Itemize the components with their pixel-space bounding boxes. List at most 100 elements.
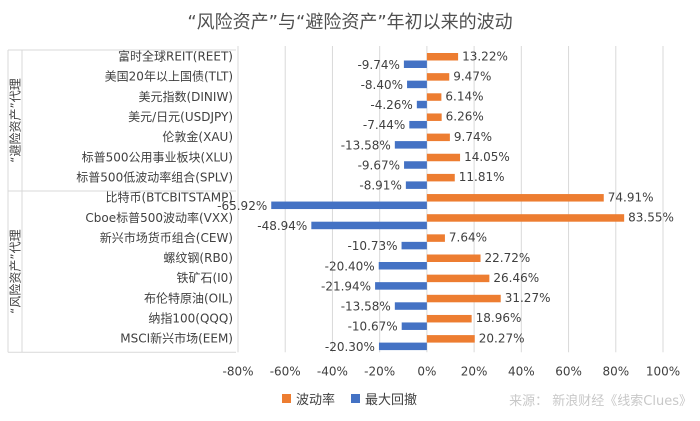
data-label-drawdown: -13.58% [341, 138, 391, 152]
bar-volatility [426, 93, 442, 101]
data-label-volatility: 6.14% [445, 90, 483, 104]
bar-volatility [426, 254, 481, 262]
bar-drawdown [409, 120, 427, 129]
data-label-drawdown: -7.44% [363, 118, 405, 132]
bar-drawdown [378, 342, 427, 351]
bar-drawdown [401, 241, 427, 250]
legend-item-drawdown: 最大回撤 [351, 389, 417, 408]
category-label: 纳指100(QQQ) [148, 311, 233, 326]
bar-volatility [426, 73, 450, 81]
legend-swatch-volatility [282, 394, 291, 403]
category-label: Cboe标普500波动率(VXX) [85, 210, 233, 225]
data-label-volatility: 74.91% [608, 190, 654, 204]
data-label-volatility: 26.46% [493, 271, 539, 285]
bar-volatility [426, 53, 459, 61]
bar-volatility [426, 294, 501, 303]
bar-volatility [426, 173, 455, 182]
category-label: 铁矿石(I0) [176, 271, 233, 285]
legend: 波动率 最大回撤 [282, 389, 417, 408]
data-label-volatility: 31.27% [505, 291, 551, 305]
data-label-drawdown: -48.94% [257, 219, 307, 233]
group-label-1: “风险资产”代理 [8, 229, 23, 313]
bar-drawdown [405, 181, 427, 189]
bar-volatility [426, 274, 490, 283]
data-label-volatility: 14.05% [464, 150, 510, 164]
bar-drawdown [375, 282, 427, 290]
category-label: MSCI新兴市场(EEM) [120, 331, 233, 346]
x-tick-label: -80% [222, 364, 253, 378]
bar-drawdown [394, 141, 427, 149]
bar-drawdown [404, 161, 427, 169]
category-label: 标普500公用事业板块(XLU) [82, 150, 233, 164]
data-label-volatility: 18.96% [476, 311, 522, 325]
data-label-volatility: 9.47% [453, 69, 491, 83]
bar-volatility [426, 214, 625, 222]
gridlines [7, 46, 664, 353]
data-label-volatility: 9.74% [454, 130, 492, 144]
labels: -80% -60% -40% -20% 0% 20% 40% 60% 80% 100% “避险资产”… [8, 49, 681, 379]
bar-volatility [426, 314, 472, 323]
data-label-volatility: 83.55% [628, 210, 674, 224]
category-label: 比特币(BTCBITSTAMP) [105, 190, 233, 205]
bar-drawdown [401, 322, 427, 330]
category-label: 美元指数(DINIW) [138, 89, 233, 104]
legend-label-volatility: 波动率 [296, 393, 336, 408]
bar-drawdown [416, 100, 427, 109]
bars [271, 53, 625, 351]
x-tick-label: -60% [270, 364, 301, 378]
data-label-volatility: 11.81% [459, 170, 505, 184]
data-label-drawdown: -4.26% [370, 98, 412, 112]
bar-volatility [426, 335, 475, 343]
category-label: 螺纹钢(RB0) [163, 251, 233, 265]
data-label-volatility: 6.26% [446, 110, 484, 124]
x-tick-label: 20% [461, 364, 488, 378]
data-label-volatility: 13.22% [462, 49, 508, 63]
bar-volatility [426, 113, 442, 121]
x-tick-label: -20% [364, 364, 395, 378]
category-label: 美元/日元(USDJPY) [128, 110, 233, 124]
chart-title: “风险资产”与“避险资产”年初以来的波动 [187, 12, 513, 33]
data-label-volatility: 7.64% [449, 231, 487, 245]
data-label-drawdown: -9.74% [357, 58, 399, 72]
x-tick-label: -40% [317, 364, 348, 378]
category-label: 标普500低波动率组合(SPLV) [76, 169, 233, 184]
category-label: 布伦特原油(OIL) [144, 290, 233, 305]
bar-drawdown [403, 60, 427, 68]
bar-volatility [426, 133, 450, 142]
data-label-drawdown: -10.73% [347, 239, 397, 253]
bar-drawdown [311, 221, 427, 230]
data-label-drawdown: -21.94% [321, 279, 371, 293]
data-label-drawdown: -20.30% [325, 340, 375, 354]
bar-drawdown [378, 262, 427, 270]
bar-volatility [426, 194, 604, 202]
category-label: 富时全球REIT(REET) [118, 49, 233, 64]
legend-label-drawdown: 最大回撤 [365, 393, 418, 408]
source-note: 来源： 新浪财经《线索Clues》 [509, 394, 692, 409]
x-tick-label: 100% [646, 364, 680, 378]
data-label-drawdown: -20.40% [325, 259, 375, 273]
legend-item-volatility: 波动率 [282, 389, 335, 408]
legend-swatch-drawdown [351, 394, 361, 403]
x-tick-label: 40% [508, 364, 535, 378]
data-label-drawdown: -9.67% [358, 159, 400, 173]
bar-volatility [426, 234, 445, 242]
bar-drawdown [407, 80, 427, 89]
bar-drawdown [271, 201, 427, 210]
x-tick-label: 60% [555, 364, 582, 378]
data-label-drawdown: -8.91% [359, 179, 401, 193]
category-label: 美国20年以上国债(TLT) [105, 70, 233, 84]
data-label-volatility: 20.27% [479, 331, 525, 345]
group-label-0: “避险资产”代理 [8, 78, 23, 162]
data-label-drawdown: -13.58% [341, 300, 391, 314]
data-label-volatility: 22.72% [485, 251, 531, 265]
x-tick-label: 80% [602, 364, 629, 378]
bar-drawdown [394, 302, 427, 310]
category-label: 新兴市场货币组合(CEW) [100, 230, 233, 245]
category-label: 伦敦金(XAU) [162, 129, 233, 144]
x-tick-label: 0% [417, 364, 436, 378]
bar-volatility [426, 153, 461, 162]
data-label-drawdown: -8.40% [361, 78, 403, 92]
data-label-drawdown: -10.67% [348, 320, 398, 334]
data-label-drawdown: -65.92% [217, 199, 267, 213]
